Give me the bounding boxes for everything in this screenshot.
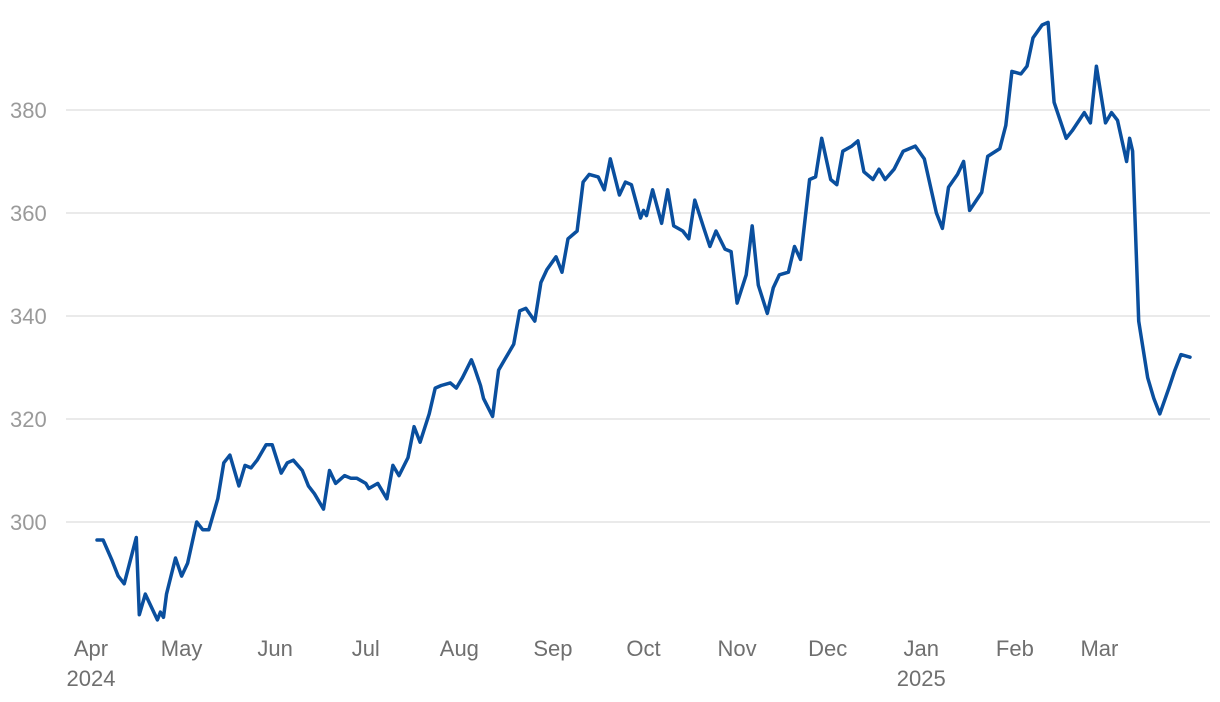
x-tick-label: Jun	[257, 636, 292, 661]
y-axis: 300 320 340 360 380	[10, 98, 47, 535]
x-tick-label: Feb	[996, 636, 1034, 661]
y-tick-label: 340	[10, 304, 47, 329]
x-tick-label: Nov	[718, 636, 757, 661]
x-tick-year-label: 2024	[67, 666, 116, 691]
x-tick-label: Mar	[1080, 636, 1118, 661]
x-tick-label: Oct	[626, 636, 660, 661]
x-tick-year-label: 2025	[897, 666, 946, 691]
x-axis: Apr 2024 May Jun Jul Aug Sep Oct Nov Dec Jan 2025 Fe…	[67, 636, 1119, 691]
y-tick-label: 300	[10, 510, 47, 535]
series-layer	[95, 20, 1192, 622]
gridlines	[66, 109, 1210, 523]
x-tick-label: Jan	[904, 636, 939, 661]
y-tick-label: 380	[10, 98, 47, 123]
x-tick-label: Sep	[533, 636, 572, 661]
series-line	[95, 20, 1192, 622]
y-tick-label: 360	[10, 201, 47, 226]
x-tick-label: May	[161, 636, 203, 661]
x-tick-label: Aug	[440, 636, 479, 661]
x-tick-label: Dec	[808, 636, 847, 661]
x-tick-label: Jul	[352, 636, 380, 661]
x-tick-label: Apr	[74, 636, 108, 661]
y-tick-label: 320	[10, 407, 47, 432]
